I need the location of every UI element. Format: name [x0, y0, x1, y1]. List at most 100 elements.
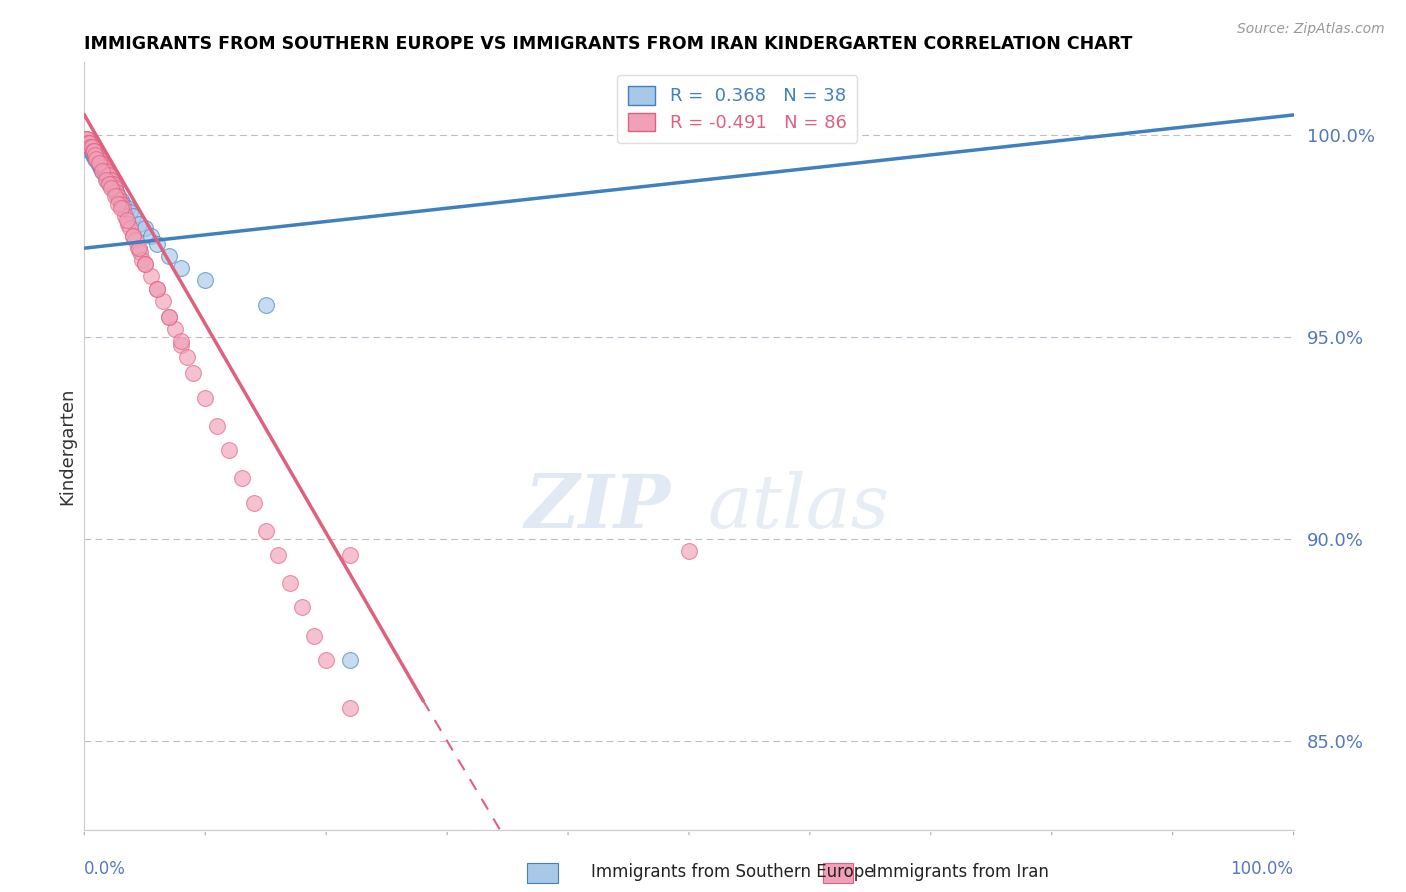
Point [77, 136, 100, 151]
Y-axis label: Kindergarten: Kindergarten [58, 387, 76, 505]
Point [104, 185, 127, 199]
Point [218, 443, 240, 458]
Point [194, 273, 217, 287]
Point [91, 164, 114, 178]
Point [121, 229, 143, 244]
Point [104, 180, 127, 194]
Point [139, 229, 162, 244]
Point [96, 169, 118, 183]
Point [94, 169, 117, 183]
Text: atlas: atlas [707, 471, 889, 543]
Point [152, 293, 174, 308]
Point [97, 177, 120, 191]
Point [170, 261, 193, 276]
Point [110, 201, 132, 215]
Point [134, 221, 156, 235]
Point [90, 161, 112, 175]
Point [146, 237, 169, 252]
Point [254, 298, 277, 312]
Point [76, 132, 98, 146]
Point [87, 153, 110, 167]
Point [242, 495, 264, 509]
Point [115, 201, 138, 215]
Point [134, 257, 156, 271]
Point [128, 241, 150, 255]
Point [302, 629, 325, 643]
Point [278, 576, 301, 591]
Point [93, 164, 115, 178]
Point [108, 193, 131, 207]
Point [128, 217, 150, 231]
Point [112, 201, 135, 215]
Point [231, 471, 253, 485]
Point [127, 241, 149, 255]
Point [107, 196, 129, 211]
Point [100, 180, 122, 194]
Point [170, 334, 193, 348]
Text: IMMIGRANTS FROM SOUTHERN EUROPE VS IMMIGRANTS FROM IRAN KINDERGARTEN CORRELATION: IMMIGRANTS FROM SOUTHERN EUROPE VS IMMIG… [84, 35, 1133, 53]
Point [121, 209, 143, 223]
Point [110, 193, 132, 207]
Point [80, 145, 103, 159]
Point [124, 233, 146, 247]
Point [98, 172, 121, 186]
Point [77, 140, 100, 154]
Point [86, 156, 108, 170]
Point [77, 136, 100, 151]
Point [103, 180, 125, 194]
Point [84, 148, 107, 162]
Point [115, 213, 138, 227]
Point [339, 548, 361, 562]
Legend: R =  0.368   N = 38, R = -0.491   N = 86: R = 0.368 N = 38, R = -0.491 N = 86 [617, 75, 858, 143]
Point [678, 544, 700, 558]
Point [93, 161, 115, 175]
Point [107, 188, 129, 202]
Point [101, 177, 124, 191]
Point [86, 153, 108, 167]
Point [75, 132, 97, 146]
Point [339, 701, 361, 715]
Point [77, 136, 100, 151]
Text: Immigrants from Iran: Immigrants from Iran [872, 863, 1049, 881]
Text: Source: ZipAtlas.com: Source: ZipAtlas.com [1237, 22, 1385, 37]
Point [87, 156, 110, 170]
Point [82, 145, 104, 159]
Point [94, 169, 117, 183]
Point [267, 548, 290, 562]
Point [86, 148, 108, 162]
Point [87, 156, 110, 170]
Point [107, 188, 129, 202]
Point [77, 136, 100, 151]
Point [79, 140, 101, 154]
Point [94, 172, 117, 186]
Point [86, 153, 108, 167]
Point [181, 367, 204, 381]
Point [105, 188, 128, 202]
Point [170, 338, 193, 352]
Text: Immigrants from Southern Europe: Immigrants from Southern Europe [591, 863, 875, 881]
Point [96, 172, 118, 186]
Point [89, 156, 111, 170]
Point [79, 140, 101, 154]
Point [86, 153, 108, 167]
Point [104, 185, 127, 199]
Point [104, 180, 127, 194]
Text: ZIP: ZIP [524, 471, 671, 543]
Text: 100.0%: 100.0% [1230, 860, 1294, 879]
Point [76, 136, 98, 151]
Point [83, 148, 105, 162]
Point [129, 245, 152, 260]
Point [77, 140, 100, 154]
Point [146, 281, 169, 295]
Point [104, 188, 127, 202]
Point [315, 653, 337, 667]
Point [79, 145, 101, 159]
Point [100, 177, 122, 191]
Point [100, 172, 122, 186]
Point [80, 140, 103, 154]
Point [207, 418, 229, 433]
Point [97, 169, 120, 183]
Point [76, 132, 98, 146]
Point [134, 257, 156, 271]
Point [90, 156, 112, 170]
